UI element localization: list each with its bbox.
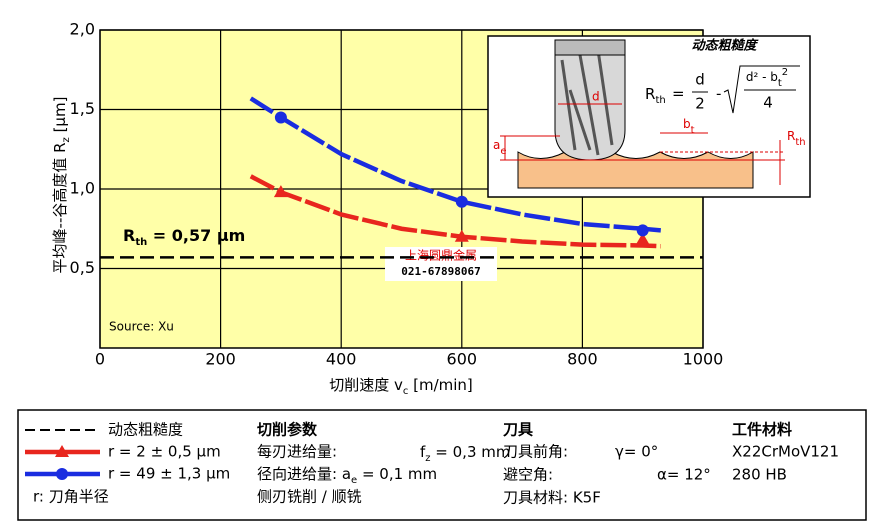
source: Source: Xu — [109, 320, 174, 334]
marker — [273, 185, 288, 198]
legend: 动态粗糙度 r = 2 ± 0,5 µm r = 49 ± 1,3 µm — [25, 421, 230, 483]
inset: 动态粗糙度 d bt ae Rth Rth = d 2 - d² - bt2 4 — [487, 35, 811, 198]
legend-label: r = 49 ± 1,3 µm — [108, 465, 230, 483]
val: = 0,1 mm — [357, 465, 437, 483]
legend-panel — [17, 409, 867, 521]
ae-sub: e — [500, 146, 506, 157]
col-title: 工件材料 — [732, 421, 792, 439]
marker — [636, 224, 649, 237]
col-title: 刀具 — [503, 421, 533, 439]
x-tick-label: 0 — [95, 350, 105, 369]
sqrt-sign — [723, 65, 800, 114]
x-title-rest: [m/min] — [408, 376, 472, 394]
x-title-sub: c — [403, 386, 409, 397]
watermark: 021-67898067 — [401, 265, 480, 278]
label-ae: ae — [493, 138, 507, 157]
y-axis-title: 平均峰--谷高度值 Rz [µm] — [51, 97, 72, 274]
legend-marker — [55, 445, 69, 457]
reference-label: Rth = 0,57 µm — [123, 226, 245, 248]
y-title-rest: [µm] — [51, 97, 69, 138]
legend-label: r = 2 ± 0,5 µm — [108, 443, 221, 461]
formula-den: 2 — [695, 95, 705, 113]
param: 刀具材料: K5F — [503, 489, 601, 507]
legend-label: 动态粗糙度 — [108, 421, 183, 439]
param: 每刃进给量: — [257, 443, 337, 461]
col-title: 切削参数 — [257, 421, 318, 439]
inset-title: 动态粗糙度 — [691, 38, 759, 54]
y-title-sub: z — [61, 137, 72, 142]
sym-sub: z — [425, 453, 430, 464]
marker — [455, 195, 468, 208]
formula-eq: = — [672, 85, 685, 103]
param: 侧刃铣削 / 顺铣 — [257, 488, 362, 506]
formula-num: d — [695, 71, 705, 89]
y-title-main: 平均峰--谷高度值 R — [51, 142, 69, 273]
label-d: d — [592, 90, 600, 104]
formula-num2: d² - bt2 — [746, 67, 788, 89]
x-tick-label: 800 — [567, 350, 598, 369]
legend-marker — [56, 468, 68, 480]
num2: d² - b — [746, 70, 778, 84]
marker — [635, 232, 650, 245]
bt: b — [683, 117, 691, 131]
formula: Rth = d 2 - d² - bt2 4 — [645, 65, 800, 114]
x-tick-label: 600 — [447, 350, 478, 369]
label-rth: Rth — [787, 129, 806, 148]
ref-rest: = 0,57 µm — [147, 226, 245, 245]
marker — [454, 229, 469, 242]
data-layer — [100, 96, 703, 259]
sym-sub: e — [351, 475, 357, 486]
param-value: α= 12° — [657, 466, 711, 484]
lhs-sub: th — [655, 95, 665, 106]
x-axis-title: 切削速度 vc [m/min] — [329, 376, 473, 397]
val: = 0,3 mm — [431, 443, 511, 461]
rth: R — [787, 129, 795, 143]
param-value: γ= 0° — [615, 443, 658, 461]
x-title-main: 切削速度 v — [329, 376, 403, 394]
lhs: R — [645, 85, 655, 103]
lab: 径向进给量: a — [257, 465, 351, 483]
formula-minus: - — [716, 85, 721, 103]
y-tick-label: 2,0 — [70, 20, 95, 39]
marker — [274, 111, 287, 124]
watermark-box — [385, 247, 497, 281]
y-tick-label: 0,5 — [70, 258, 95, 277]
param: X22CrMoV121 — [732, 443, 839, 461]
formula-den2: 4 — [763, 94, 773, 112]
num2-sup: 2 — [782, 67, 788, 78]
param-value: fz = 0,3 mm — [420, 443, 510, 464]
ref-sub: th — [135, 237, 147, 248]
bt-sub: t — [691, 125, 695, 136]
y-tick-label: 1,5 — [70, 99, 95, 118]
x-tick-label: 1000 — [683, 350, 724, 369]
tool-flutes — [560, 49, 614, 156]
num2-sub: t — [778, 78, 782, 89]
x-tick-label: 200 — [205, 350, 236, 369]
y-tick-label: 1,0 — [70, 179, 95, 198]
x-tick-label: 400 — [326, 350, 357, 369]
fit-curve — [249, 96, 661, 233]
param: 刀具前角: — [503, 443, 568, 461]
ref-main: R — [123, 226, 135, 245]
label-bt: bt — [683, 117, 695, 136]
radius-note: r: 刀角半径 — [33, 488, 109, 506]
formula-lhs: Rth — [645, 85, 666, 106]
tool-shank — [554, 39, 626, 56]
sym: f — [420, 443, 426, 461]
param: 避空角: — [503, 466, 553, 484]
param: 280 HB — [732, 466, 787, 484]
param: 径向进给量: ae = 0,1 mm — [257, 465, 437, 486]
rth-sub: th — [795, 137, 805, 148]
ae: a — [493, 138, 500, 152]
watermark: 上海圆鼎金属 — [405, 248, 477, 263]
